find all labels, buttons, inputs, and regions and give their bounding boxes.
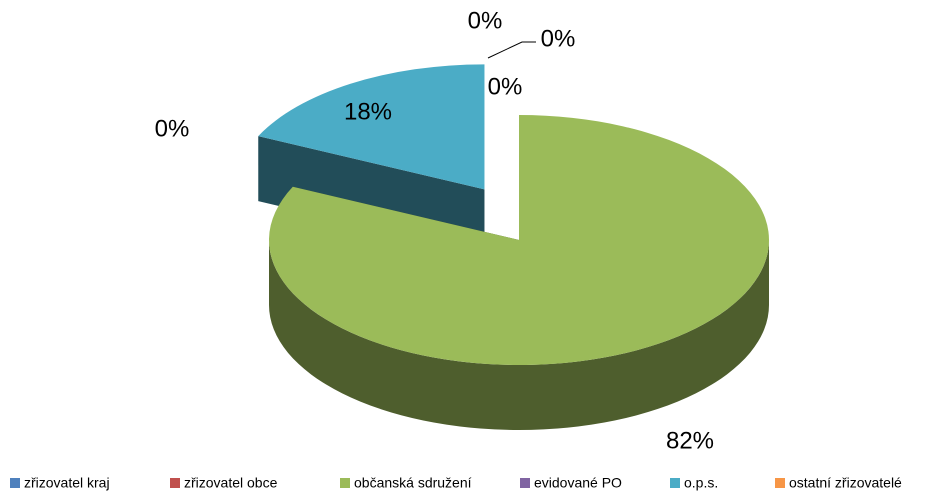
slice-side bbox=[269, 240, 769, 430]
data-label: 0% bbox=[488, 73, 523, 100]
legend-label: zřizovatel obce bbox=[184, 475, 278, 491]
leader-line bbox=[487, 41, 536, 59]
legend-label: o.p.s. bbox=[684, 475, 718, 491]
legend-label: zřizovatel kraj bbox=[24, 475, 110, 491]
data-label: 0% bbox=[468, 7, 503, 34]
data-label: 0% bbox=[155, 115, 190, 142]
slice bbox=[269, 115, 769, 430]
legend-swatch bbox=[170, 478, 180, 488]
legend-label: evidované PO bbox=[534, 475, 622, 491]
slice-top bbox=[258, 64, 485, 190]
legend-label: občanská sdružení bbox=[354, 475, 472, 491]
slice-top bbox=[269, 115, 769, 366]
legend-swatch bbox=[670, 478, 680, 488]
legend-swatch bbox=[520, 478, 530, 488]
legend-label: ostatní zřizovatelé bbox=[789, 475, 902, 491]
data-label: 82% bbox=[666, 427, 714, 454]
legend-swatch bbox=[775, 478, 785, 488]
data-label: 18% bbox=[344, 98, 392, 125]
legend-swatch bbox=[10, 478, 20, 488]
data-label: 0% bbox=[541, 25, 576, 52]
legend-swatch bbox=[340, 478, 350, 488]
